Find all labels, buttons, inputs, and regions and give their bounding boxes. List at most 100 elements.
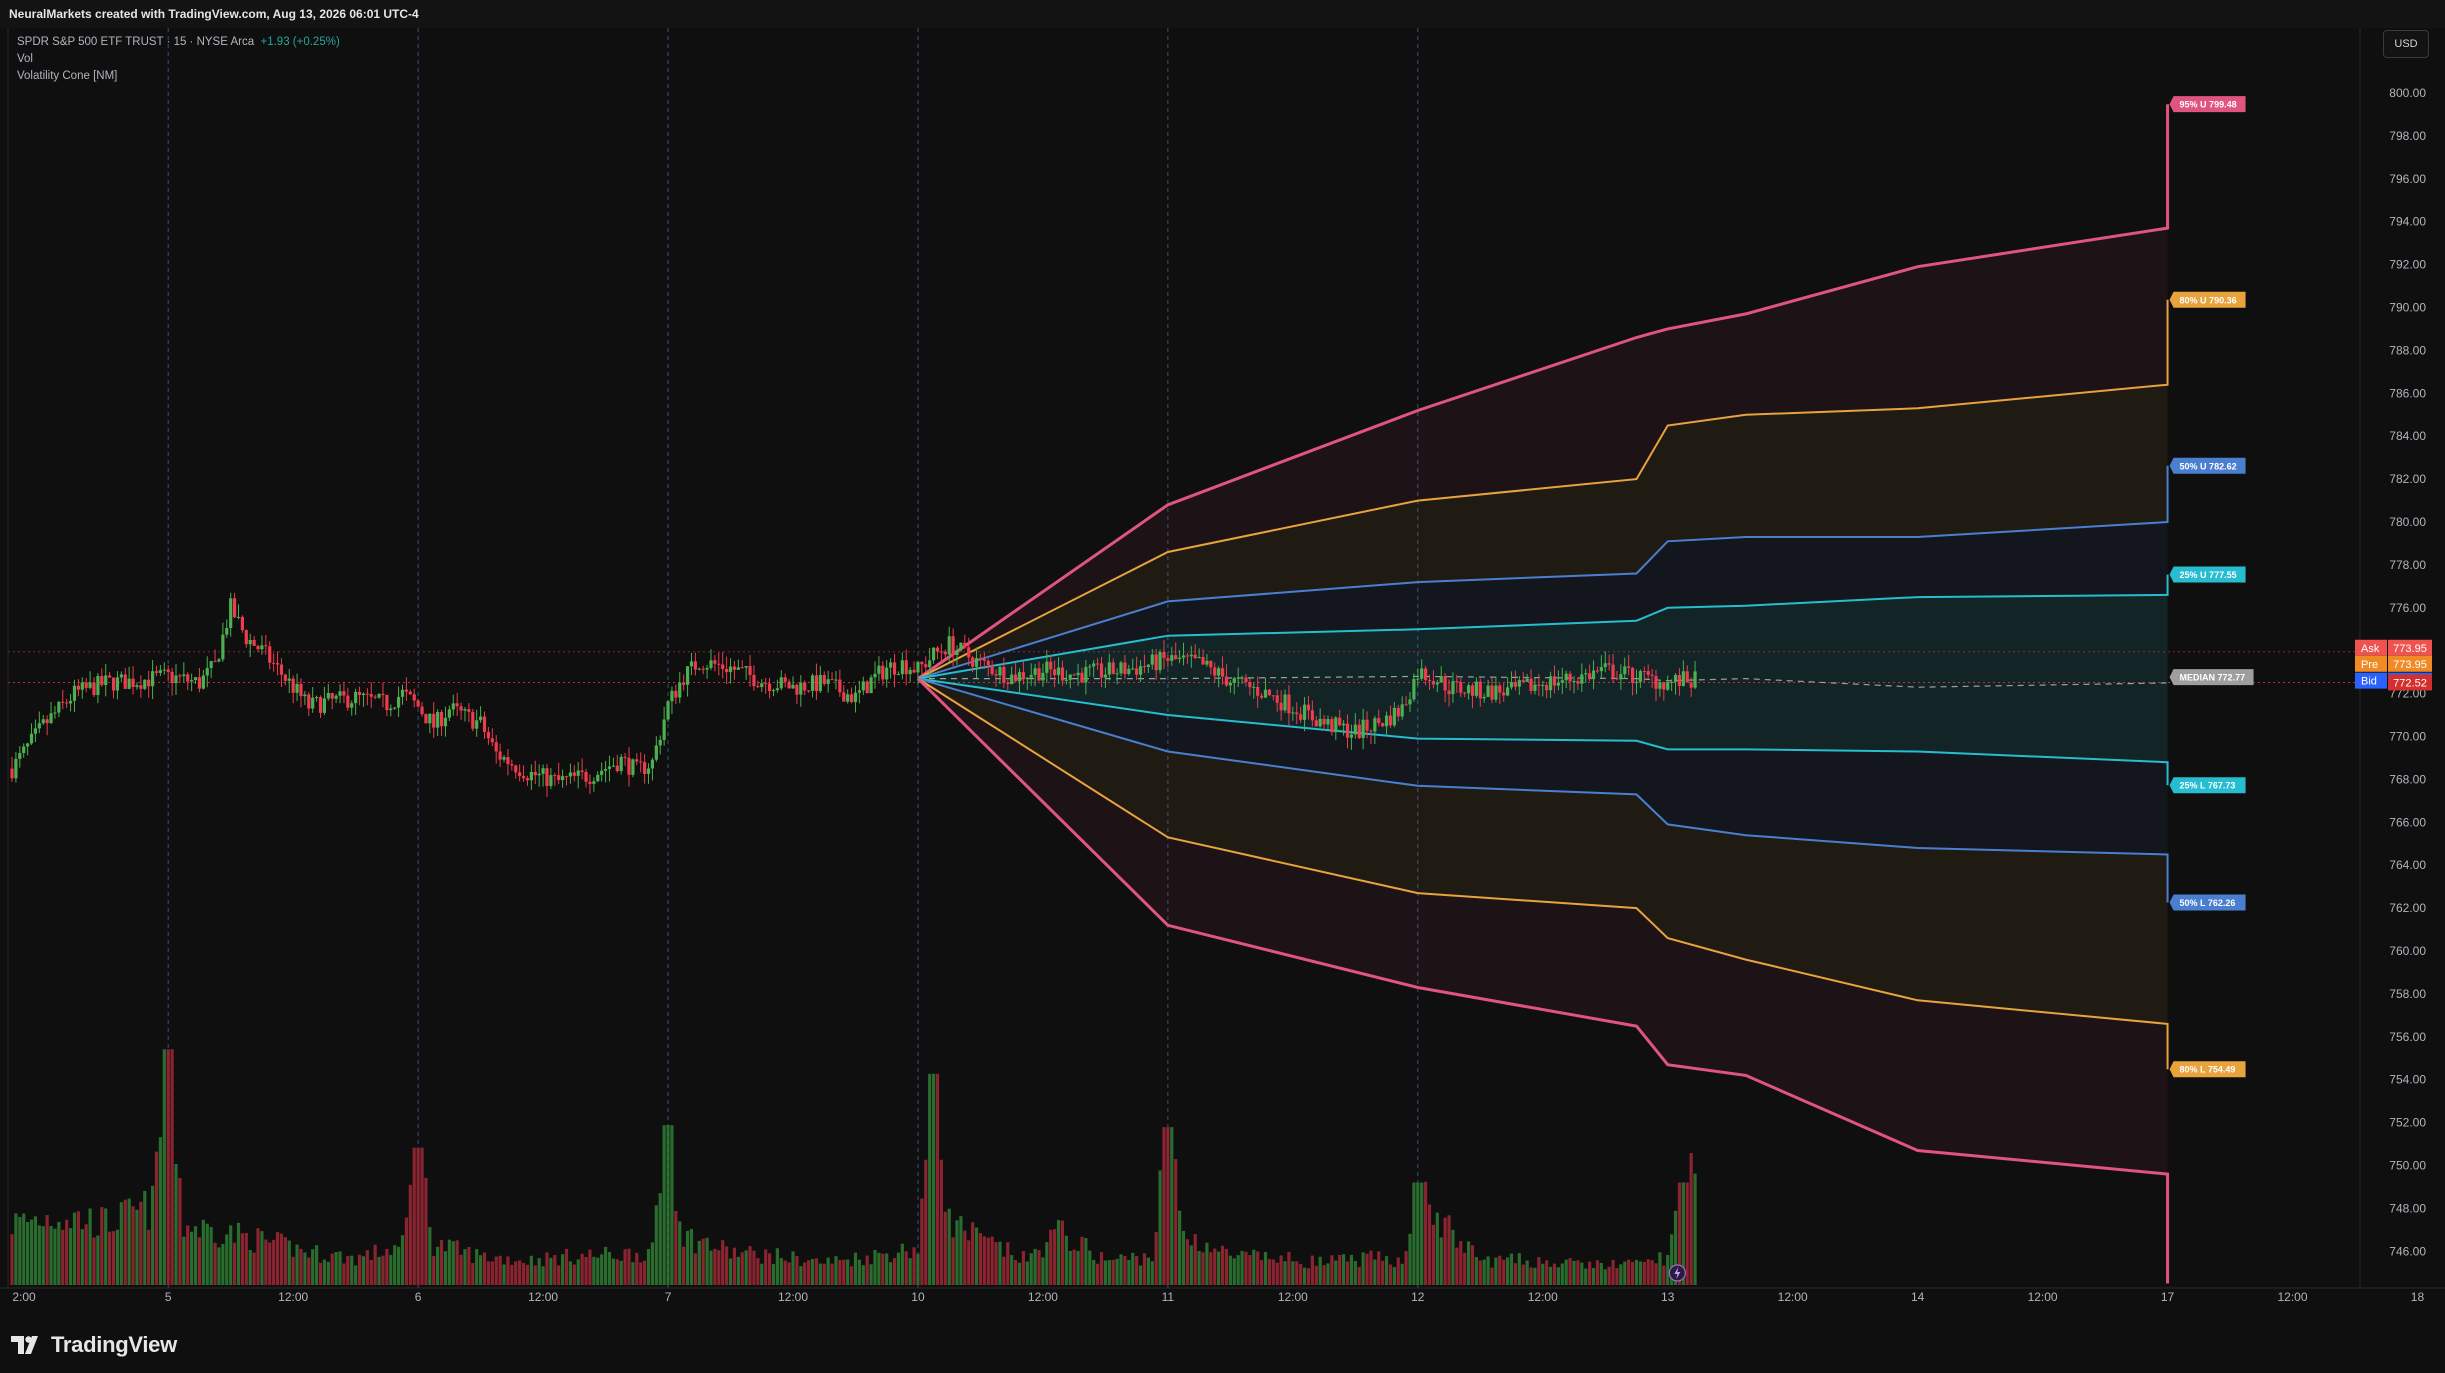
volume-bar — [252, 1252, 256, 1285]
candle — [998, 665, 1002, 685]
candle — [1224, 664, 1229, 687]
tradingview-logo[interactable]: TradingView — [11, 1332, 177, 1358]
candle — [299, 678, 303, 708]
candle — [1049, 654, 1053, 679]
volume-bar — [1646, 1259, 1650, 1285]
candle — [26, 742, 30, 756]
candle — [76, 679, 80, 697]
candle — [408, 689, 412, 696]
volume-bar — [428, 1227, 432, 1285]
volume-bar — [53, 1228, 57, 1285]
legend-symbol-row[interactable]: SPDR S&P 500 ETF TRUST · 15 · NYSE Arca … — [17, 34, 340, 51]
x-tick-label: 12:00 — [528, 1290, 558, 1304]
volume-bar — [889, 1262, 893, 1285]
candle — [1521, 672, 1525, 684]
legend-volume[interactable]: Vol — [17, 53, 33, 65]
candle — [494, 735, 498, 764]
volume-bar — [1513, 1263, 1518, 1285]
y-tick-label: 756.00 — [2389, 1030, 2426, 1044]
candle — [1236, 667, 1240, 688]
volume-bar — [1400, 1263, 1404, 1285]
legend-indicator[interactable]: Volatility Cone [NM] — [17, 70, 118, 82]
currency-button[interactable]: USD — [2383, 30, 2429, 58]
volume-bar — [947, 1208, 951, 1285]
volume-bar — [1388, 1264, 1393, 1285]
volume-bar — [455, 1240, 459, 1285]
volume-bar — [22, 1213, 26, 1285]
candle — [154, 665, 159, 677]
volume-bar — [498, 1255, 502, 1285]
x-tick-label: 18 — [2411, 1290, 2425, 1304]
volume-bar — [693, 1253, 697, 1285]
volume-bar — [998, 1241, 1002, 1285]
candle — [1615, 670, 1619, 681]
volume-bar — [314, 1245, 319, 1285]
volume-bar — [615, 1259, 619, 1285]
candle — [1193, 644, 1197, 659]
volume-bar — [1404, 1251, 1408, 1285]
candle — [1244, 673, 1248, 687]
volume-bar — [1076, 1250, 1080, 1285]
candle — [732, 660, 737, 680]
candle — [725, 656, 729, 684]
volume-bar — [1666, 1254, 1670, 1285]
candle — [1662, 681, 1666, 701]
candle — [982, 652, 986, 670]
candle — [92, 677, 96, 698]
candle — [1217, 665, 1221, 688]
volume-bar — [1205, 1242, 1209, 1285]
y-tick-label: 788.00 — [2389, 343, 2426, 357]
volume-bar — [307, 1257, 311, 1285]
volume-bar — [1197, 1251, 1201, 1285]
volume-bar — [1314, 1265, 1318, 1285]
cone-label-25-l: 25% L 767.73 — [2169, 777, 2246, 794]
candle — [748, 654, 752, 687]
candle — [736, 659, 740, 670]
volume-bar — [1564, 1259, 1568, 1285]
volume-bar — [685, 1230, 690, 1285]
candle — [928, 647, 932, 678]
candle — [1634, 669, 1639, 695]
candle — [693, 652, 697, 676]
volume-bar — [1533, 1267, 1537, 1285]
candle — [396, 686, 401, 717]
volume-bar — [982, 1236, 986, 1285]
candle — [14, 752, 18, 783]
candle — [1260, 692, 1264, 700]
volume-bar — [205, 1223, 209, 1285]
svg-text:80% U 790.36: 80% U 790.36 — [2180, 295, 2237, 305]
candle — [65, 698, 69, 709]
candle — [924, 656, 928, 672]
volume-bar — [92, 1237, 96, 1285]
volume-bar — [1630, 1261, 1635, 1285]
volume-bar — [662, 1125, 666, 1285]
candle — [1330, 716, 1334, 736]
svg-text:25% U 777.55: 25% U 777.55 — [2180, 570, 2237, 580]
volume-bar — [1181, 1230, 1186, 1285]
volume-bar — [357, 1254, 362, 1285]
volume-bar — [1049, 1229, 1053, 1285]
volume-bar — [1658, 1252, 1662, 1285]
candle — [1080, 667, 1084, 684]
candle — [389, 704, 393, 717]
volume-bar — [955, 1220, 959, 1285]
candle — [1045, 650, 1049, 683]
volume-bar — [525, 1264, 530, 1285]
volume-bar — [1330, 1255, 1334, 1285]
candle — [1279, 690, 1283, 721]
candle — [596, 771, 600, 783]
candle — [68, 694, 73, 712]
volume-bar — [1361, 1252, 1365, 1285]
volume-bar — [1392, 1267, 1396, 1285]
candle — [1513, 670, 1518, 691]
volume-bar — [475, 1248, 479, 1285]
volume-bar — [1627, 1259, 1631, 1285]
volume-bar — [361, 1256, 366, 1285]
candle — [1322, 715, 1326, 731]
candle — [767, 677, 772, 699]
volume-bar — [1365, 1253, 1369, 1285]
candle — [1099, 656, 1104, 688]
candle — [1443, 673, 1447, 703]
price-chart[interactable]: 95% U 799.48 80% U 790.36 50% U 782.62 25% … — [0, 0, 2445, 1314]
volume-bar — [334, 1252, 338, 1285]
